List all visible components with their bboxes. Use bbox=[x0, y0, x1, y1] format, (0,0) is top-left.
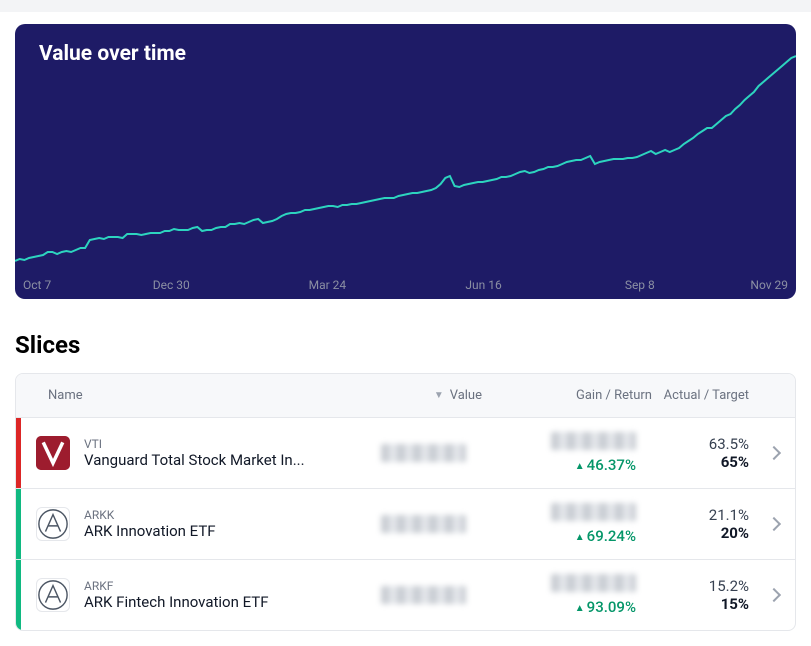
redacted-gain bbox=[551, 503, 636, 521]
ticker: VTI bbox=[84, 437, 346, 451]
up-arrow-icon: ▲ bbox=[575, 461, 585, 472]
value-cell bbox=[346, 586, 466, 604]
slices-table: Name ▼ Value Gain / Return Actual / Targ… bbox=[15, 373, 796, 631]
col-header-name[interactable]: Name bbox=[32, 388, 362, 403]
fund-name: Vanguard Total Stock Market In... bbox=[84, 451, 344, 469]
value-over-time-chart[interactable]: Value over time Oct 7 Dec 30 Mar 24 Jun 16 S… bbox=[15, 24, 796, 299]
actual-target-cell: 21.1%20% bbox=[636, 506, 749, 542]
name-cell: ARKFARK Fintech Innovation ETF bbox=[84, 579, 346, 611]
redacted-gain bbox=[551, 432, 636, 450]
redacted-value bbox=[381, 444, 466, 462]
up-arrow-icon: ▲ bbox=[575, 532, 585, 543]
chevron-right-icon[interactable] bbox=[749, 590, 779, 600]
chevron-right-icon[interactable] bbox=[749, 519, 779, 529]
actual-target-cell: 63.5%65% bbox=[636, 435, 749, 471]
fund-name: ARK Innovation ETF bbox=[84, 522, 344, 540]
return-pct: ▲93.09% bbox=[575, 598, 636, 616]
actual-pct: 63.5% bbox=[636, 435, 749, 453]
chevron-right-icon[interactable] bbox=[749, 448, 779, 458]
row-accent bbox=[16, 489, 21, 559]
gain-cell: ▲69.24% bbox=[466, 503, 636, 545]
svg-text:Oct 7: Oct 7 bbox=[23, 278, 51, 292]
fund-logo bbox=[36, 578, 70, 612]
col-header-value[interactable]: ▼ Value bbox=[362, 388, 482, 403]
target-pct: 15% bbox=[636, 595, 749, 613]
fund-logo bbox=[36, 507, 70, 541]
actual-pct: 15.2% bbox=[636, 577, 749, 595]
target-pct: 65% bbox=[636, 453, 749, 471]
table-header: Name ▼ Value Gain / Return Actual / Targ… bbox=[16, 374, 795, 417]
row-accent bbox=[16, 418, 21, 488]
actual-pct: 21.1% bbox=[636, 506, 749, 524]
slice-row[interactable]: ARKKARK Innovation ETF ▲69.24%21.1%20% bbox=[16, 488, 795, 559]
return-pct: ▲69.24% bbox=[575, 527, 636, 545]
chart-title: Value over time bbox=[39, 42, 186, 66]
svg-text:Mar 24: Mar 24 bbox=[309, 278, 347, 292]
ticker: ARKK bbox=[84, 508, 346, 522]
up-arrow-icon: ▲ bbox=[575, 603, 585, 614]
slices-heading: Slices bbox=[15, 331, 796, 359]
return-pct: ▲46.37% bbox=[575, 456, 636, 474]
svg-text:Jun 16: Jun 16 bbox=[465, 278, 502, 292]
actual-target-cell: 15.2%15% bbox=[636, 577, 749, 613]
redacted-gain bbox=[551, 574, 636, 592]
name-cell: ARKKARK Innovation ETF bbox=[84, 508, 346, 540]
fund-name: ARK Fintech Innovation ETF bbox=[84, 593, 344, 611]
name-cell: VTIVanguard Total Stock Market In... bbox=[84, 437, 346, 469]
sort-desc-icon: ▼ bbox=[434, 390, 444, 401]
slice-row[interactable]: ARKFARK Fintech Innovation ETF ▲93.09%15.… bbox=[16, 559, 795, 630]
redacted-value bbox=[381, 515, 466, 533]
ticker: ARKF bbox=[84, 579, 346, 593]
col-header-gain[interactable]: Gain / Return bbox=[482, 388, 652, 403]
redacted-value bbox=[381, 586, 466, 604]
col-header-actual-target[interactable]: Actual / Target bbox=[652, 388, 749, 403]
value-cell bbox=[346, 515, 466, 533]
gain-cell: ▲46.37% bbox=[466, 432, 636, 474]
svg-text:Dec 30: Dec 30 bbox=[153, 278, 190, 292]
svg-text:Sep 8: Sep 8 bbox=[625, 278, 655, 292]
fund-logo bbox=[36, 436, 70, 470]
svg-text:Nov 29: Nov 29 bbox=[750, 278, 788, 292]
row-accent bbox=[16, 560, 21, 630]
target-pct: 20% bbox=[636, 524, 749, 542]
value-cell bbox=[346, 444, 466, 462]
slice-row[interactable]: VTIVanguard Total Stock Market In... ▲46.… bbox=[16, 417, 795, 488]
gain-cell: ▲93.09% bbox=[466, 574, 636, 616]
